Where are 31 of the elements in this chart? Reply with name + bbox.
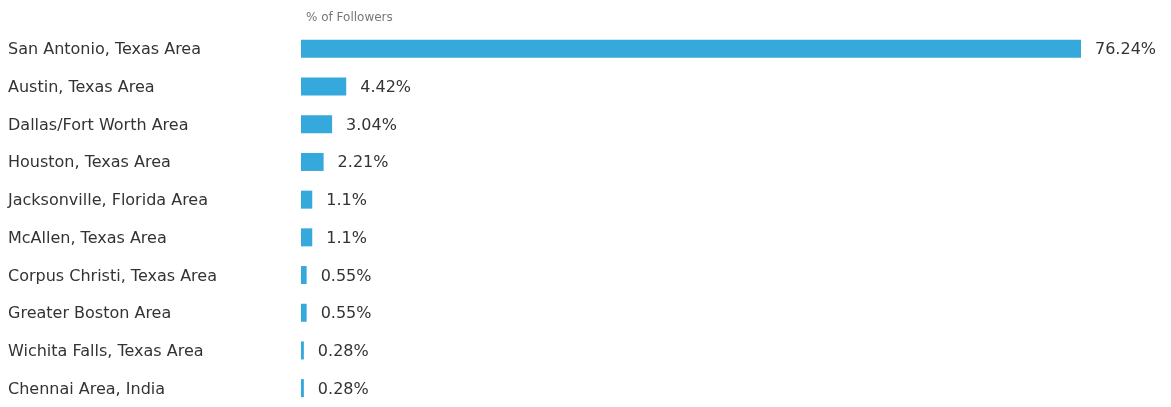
data-label: 76.24%: [1095, 39, 1157, 59]
bar: [301, 115, 333, 134]
bar: [301, 303, 307, 322]
bar: [301, 228, 313, 247]
data-label: 0.28%: [317, 378, 369, 398]
bar: [301, 190, 313, 209]
y-tick-label: San Antonio, Texas Area: [8, 39, 202, 59]
data-label: 1.1%: [326, 190, 367, 210]
bar: [301, 341, 304, 360]
y-tick-label: Greater Boston Area: [8, 303, 172, 323]
y-tick-label: Houston, Texas Area: [8, 152, 171, 172]
bar: [301, 379, 304, 398]
y-tick-label: Dallas/Fort Worth Area: [8, 114, 189, 134]
y-tick-label: McAllen, Texas Area: [8, 227, 167, 247]
data-label: 2.21%: [337, 152, 389, 172]
bar: [301, 77, 347, 96]
data-label: 0.55%: [320, 265, 372, 285]
x-axis-title: % of Followers: [306, 10, 393, 24]
data-label: 0.55%: [320, 303, 372, 323]
bar: [301, 39, 1081, 58]
data-label: 3.04%: [346, 114, 397, 134]
y-tick-label: Austin, Texas Area: [8, 77, 155, 97]
bar: [301, 266, 307, 285]
y-tick-label: Wichita Falls, Texas Area: [8, 340, 204, 360]
y-tick-label: Jacksonville, Florida Area: [7, 190, 208, 210]
data-label: 1.1%: [326, 227, 367, 247]
data-label: 4.42%: [360, 77, 412, 97]
y-tick-label: Corpus Christi, Texas Area: [8, 265, 217, 285]
data-label: 0.28%: [317, 340, 369, 360]
y-tick-label: Chennai Area, India: [8, 378, 166, 398]
bar: [301, 152, 324, 171]
